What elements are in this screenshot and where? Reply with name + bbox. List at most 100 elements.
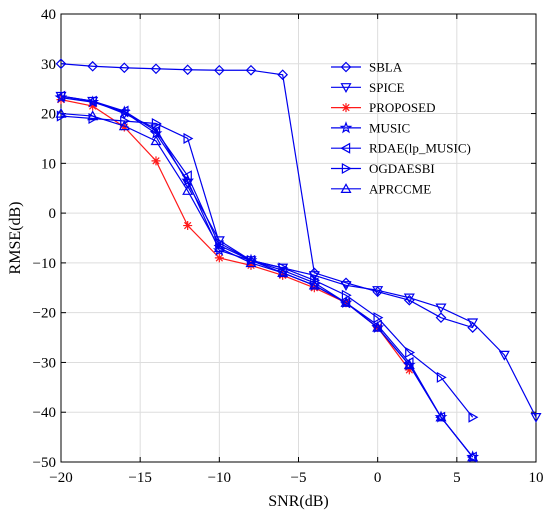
series-line-rdae-lp-music bbox=[60, 95, 474, 458]
data-point-sbla bbox=[435, 312, 447, 323]
legend-label-aprccme: APRCCME bbox=[369, 181, 431, 196]
y-tick-label: 30 bbox=[41, 57, 56, 73]
y-tick-label: −40 bbox=[33, 405, 56, 421]
data-point-aprccme bbox=[182, 184, 194, 195]
x-tick-label: 10 bbox=[529, 470, 544, 486]
legend-label-sbla: SBLA bbox=[369, 60, 403, 75]
data-point-sbla bbox=[277, 69, 289, 81]
legend-label-ogdaesbi: OGDAESBI bbox=[369, 161, 435, 176]
legend-label-spice: SPICE bbox=[369, 80, 404, 95]
data-point-spice bbox=[403, 293, 415, 304]
y-axis-label: RMSE(dB) bbox=[7, 202, 24, 275]
data-point-aprccme bbox=[403, 359, 415, 370]
legend-marker-aprccme bbox=[340, 183, 352, 193]
data-point-ogdaesbi bbox=[151, 117, 162, 130]
y-tick-label: 20 bbox=[41, 107, 56, 123]
data-point-spice bbox=[308, 271, 320, 282]
legend-entry-aprccme: APRCCME bbox=[331, 181, 431, 196]
data-point-rdae-lp-music bbox=[435, 411, 446, 423]
data-point-sbla bbox=[118, 62, 130, 74]
data-point-proposed bbox=[183, 221, 193, 231]
legend-entry-proposed: PROPOSED bbox=[331, 100, 435, 115]
data-point-proposed bbox=[214, 253, 224, 263]
series-group bbox=[54, 58, 542, 463]
x-tick-label: −20 bbox=[49, 470, 72, 486]
series-aprccme bbox=[55, 107, 479, 462]
data-point-rdae-lp-music bbox=[86, 95, 97, 107]
x-tick-label: 5 bbox=[453, 470, 461, 486]
data-point-spice bbox=[340, 281, 352, 292]
data-point-aprccme bbox=[245, 257, 257, 268]
y-tick-label: 10 bbox=[41, 156, 56, 172]
series-line-aprccme bbox=[60, 112, 474, 458]
legend-entry-ogdaesbi: OGDAESBI bbox=[331, 161, 435, 176]
data-point-proposed bbox=[404, 365, 414, 375]
x-axis-label: SNR(dB) bbox=[268, 493, 328, 510]
legend-label-proposed: PROPOSED bbox=[369, 100, 435, 115]
y-tick-label: −10 bbox=[33, 256, 56, 272]
y-tick-label: 40 bbox=[41, 7, 56, 23]
y-tick-label: −20 bbox=[33, 306, 56, 322]
legend-marker-music bbox=[339, 121, 353, 134]
data-point-rdae-lp-music bbox=[150, 125, 161, 137]
legend-entry-sbla: SBLA bbox=[331, 60, 403, 75]
series-line-ogdaesbi bbox=[60, 115, 474, 418]
data-point-ogdaesbi bbox=[373, 312, 384, 324]
data-point-spice bbox=[467, 318, 479, 329]
data-point-aprccme bbox=[277, 267, 289, 278]
data-point-spice bbox=[372, 286, 384, 297]
data-point-rdae-lp-music bbox=[340, 297, 351, 309]
data-point-aprccme bbox=[435, 411, 447, 422]
legend-marker-spice bbox=[340, 83, 352, 94]
legend-entry-music: MUSIC bbox=[331, 120, 410, 135]
data-point-aprccme bbox=[150, 135, 162, 146]
series-line-sbla bbox=[60, 63, 473, 329]
data-point-spice bbox=[498, 350, 510, 361]
x-tick-label: 0 bbox=[374, 470, 382, 486]
legend-marker-ogdaesbi bbox=[341, 162, 352, 175]
data-point-spice bbox=[530, 413, 542, 423]
data-point-ogdaesbi bbox=[183, 132, 194, 144]
data-point-proposed bbox=[246, 260, 256, 270]
data-point-rdae-lp-music bbox=[55, 90, 66, 102]
x-tick-label: −15 bbox=[128, 470, 151, 486]
data-point-aprccme bbox=[213, 242, 225, 253]
data-point-sbla bbox=[150, 63, 162, 75]
data-point-ogdaesbi bbox=[405, 346, 416, 359]
legend-marker-sbla bbox=[340, 61, 352, 73]
y-tick-label: −50 bbox=[33, 455, 56, 471]
data-point-aprccme bbox=[467, 451, 479, 462]
data-point-ogdaesbi bbox=[468, 411, 479, 423]
data-point-aprccme bbox=[55, 107, 67, 118]
legend-label-rdae-lp-music: RDAE(lp_MUSIC) bbox=[369, 141, 471, 156]
data-point-aprccme bbox=[340, 296, 352, 307]
data-point-sbla bbox=[245, 64, 257, 76]
data-point-proposed bbox=[151, 156, 161, 166]
data-point-sbla bbox=[55, 58, 67, 70]
data-point-rdae-lp-music bbox=[466, 451, 477, 463]
x-tick-label: −10 bbox=[208, 470, 231, 486]
legend-label-music: MUSIC bbox=[369, 120, 410, 135]
data-point-proposed bbox=[88, 101, 98, 111]
x-tick-label: −5 bbox=[291, 470, 307, 486]
legend-entry-rdae-lp-music: RDAE(lp_MUSIC) bbox=[331, 141, 471, 156]
legend: SBLA SPICE PROPOSED MUSIC RDAE(lp_MUSIC) OGDA… bbox=[331, 60, 471, 196]
data-point-sbla bbox=[87, 60, 99, 72]
y-tick-label: −30 bbox=[33, 355, 56, 371]
legend-entry-spice: SPICE bbox=[331, 80, 404, 95]
data-point-rdae-lp-music bbox=[118, 105, 129, 117]
data-point-spice bbox=[435, 303, 447, 314]
data-point-rdae-lp-music bbox=[181, 170, 192, 182]
data-point-aprccme bbox=[118, 120, 130, 131]
data-point-proposed bbox=[119, 122, 129, 132]
data-point-aprccme bbox=[87, 110, 99, 121]
y-tick-label: 0 bbox=[49, 206, 57, 222]
data-point-ogdaesbi bbox=[341, 289, 352, 301]
data-point-sbla bbox=[213, 64, 225, 76]
data-point-ogdaesbi bbox=[436, 371, 447, 383]
legend-marker-proposed bbox=[341, 103, 351, 113]
data-point-aprccme bbox=[372, 321, 384, 332]
